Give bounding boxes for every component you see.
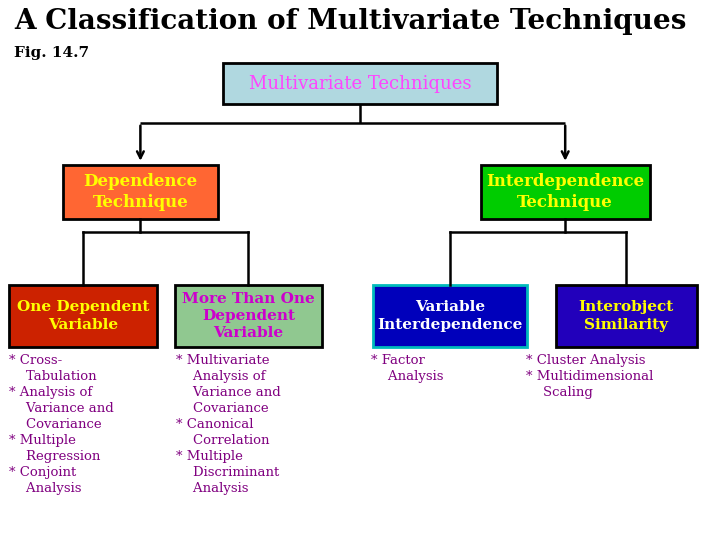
Text: * Cluster Analysis
* Multidimensional
    Scaling: * Cluster Analysis * Multidimensional Sc… xyxy=(526,354,653,399)
Text: A Classification of Multivariate Techniques: A Classification of Multivariate Techniq… xyxy=(14,8,687,35)
Text: Multivariate Techniques: Multivariate Techniques xyxy=(248,75,472,93)
FancyBboxPatch shape xyxy=(556,285,697,347)
Text: Interobject
Similarity: Interobject Similarity xyxy=(579,300,674,332)
FancyBboxPatch shape xyxy=(373,285,527,347)
FancyBboxPatch shape xyxy=(223,64,497,104)
Text: * Cross-
    Tabulation
* Analysis of
    Variance and
    Covariance
* Multiple: * Cross- Tabulation * Analysis of Varian… xyxy=(9,354,113,495)
Text: Fig. 14.7: Fig. 14.7 xyxy=(14,46,89,60)
Text: * Multivariate
    Analysis of
    Variance and
    Covariance
* Canonical
    C: * Multivariate Analysis of Variance and … xyxy=(176,354,281,495)
Text: One Dependent
Variable: One Dependent Variable xyxy=(17,300,149,332)
FancyBboxPatch shape xyxy=(9,285,157,347)
Text: More Than One
Dependent
Variable: More Than One Dependent Variable xyxy=(182,292,315,340)
FancyBboxPatch shape xyxy=(481,165,649,219)
Text: Dependence
Technique: Dependence Technique xyxy=(84,173,197,211)
FancyBboxPatch shape xyxy=(63,165,217,219)
Text: Variable
Interdependence: Variable Interdependence xyxy=(377,300,523,332)
Text: Interdependence
Technique: Interdependence Technique xyxy=(486,173,644,211)
Text: * Factor
    Analysis: * Factor Analysis xyxy=(371,354,444,383)
FancyBboxPatch shape xyxy=(174,285,323,347)
